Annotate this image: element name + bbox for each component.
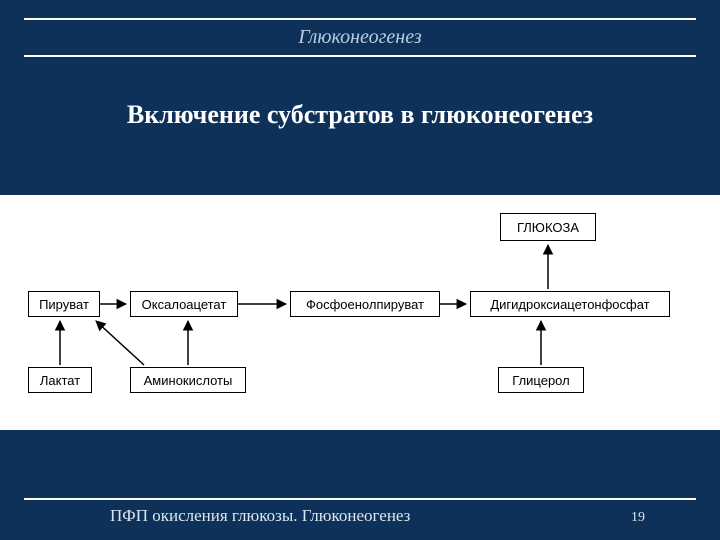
header-rule-bottom [24, 55, 696, 57]
slide-header: Глюконеогенез [0, 12, 720, 63]
main-title: Включение субстратов в глюконеогенез [0, 100, 720, 130]
slide: Глюконеогенез Включение субстратов в глю… [0, 0, 720, 540]
page-number: 19 [631, 510, 645, 526]
header-title: Глюконеогенез [0, 26, 720, 49]
node-lactate: Лактат [28, 367, 92, 393]
edge-aa-to-pyruvate [96, 321, 144, 365]
node-dhap: Дигидроксиацетонфосфат [470, 291, 670, 317]
footer-rule [24, 498, 696, 500]
node-pyruvate: Пируват [28, 291, 100, 317]
node-aa: Аминокислоты [130, 367, 246, 393]
flow-diagram: ГЛЮКОЗА Пируват Оксалоацетат Фосфоенолпирув… [0, 195, 720, 430]
node-oaa: Оксалоацетат [130, 291, 238, 317]
footer-text: ПФП окисления глюкозы. Глюконеогенез [110, 506, 410, 525]
slide-footer: ПФП окисления глюкозы. Глюконеогенез 19 [0, 498, 720, 526]
node-pep: Фосфоенолпируват [290, 291, 440, 317]
node-glucose: ГЛЮКОЗА [500, 213, 596, 241]
header-rule-top [24, 18, 696, 20]
node-glycerol: Глицерол [498, 367, 584, 393]
